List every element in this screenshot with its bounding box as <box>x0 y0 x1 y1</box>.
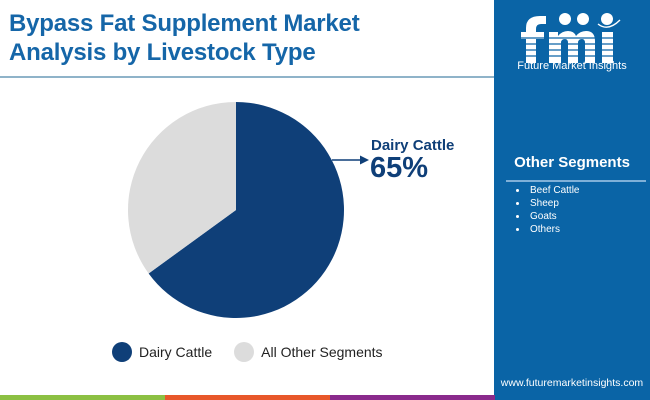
chart-legend: Dairy Cattle All Other Segments <box>112 342 405 362</box>
pie-slice-other-segments <box>127 102 236 274</box>
website-url: www.futuremarketinsights.com <box>500 377 644 389</box>
footer-stripe-blue <box>495 395 650 400</box>
pie-slice-dairy-cattle <box>148 102 344 318</box>
callout-value: 65% <box>370 152 429 184</box>
brand-sidebar: Future Market Insights Other Segments Be… <box>494 0 650 400</box>
page-title: Bypass Fat Supplement Market Analysis by… <box>9 9 489 67</box>
other-segments-list: Beef Cattle Sheep Goats Others <box>512 184 579 236</box>
legend-item-dairy-cattle: Dairy Cattle <box>112 342 212 362</box>
segment-item: Others <box>512 223 579 236</box>
callout-label: Dairy Cattle <box>371 137 455 154</box>
fmi-logo-icon <box>516 13 628 63</box>
footer-stripe-orange <box>165 395 330 400</box>
title-line-1: Bypass Fat Supplement Market <box>9 10 360 37</box>
segment-label: Beef Cattle <box>530 185 580 196</box>
segment-label: Others <box>530 224 561 235</box>
segment-item: Sheep <box>512 197 579 210</box>
bullet-icon <box>516 189 519 192</box>
callout-arrow-icon <box>360 155 369 165</box>
bullet-icon <box>516 202 519 205</box>
title-divider <box>0 76 494 78</box>
segment-label: Sheep <box>530 198 559 209</box>
legend-swatch-dairy-icon <box>112 342 132 362</box>
segment-item: Goats <box>512 210 579 223</box>
segment-item: Beef Cattle <box>512 184 579 197</box>
title-line-2: Analysis by Livestock Type <box>9 39 316 66</box>
legend-item-other-segments: All Other Segments <box>234 342 383 362</box>
other-segments-title: Other Segments <box>514 154 630 171</box>
legend-label: All Other Segments <box>261 344 383 360</box>
bullet-icon <box>516 228 519 231</box>
bullet-icon <box>516 215 519 218</box>
footer-stripe-purple <box>330 395 495 400</box>
other-segments-divider <box>506 180 646 182</box>
legend-label: Dairy Cattle <box>139 344 213 360</box>
footer-stripe-green <box>0 395 165 400</box>
legend-swatch-other-icon <box>234 342 255 362</box>
logo-text: Future Market Insights <box>517 60 627 72</box>
segment-label: Goats <box>530 211 557 222</box>
